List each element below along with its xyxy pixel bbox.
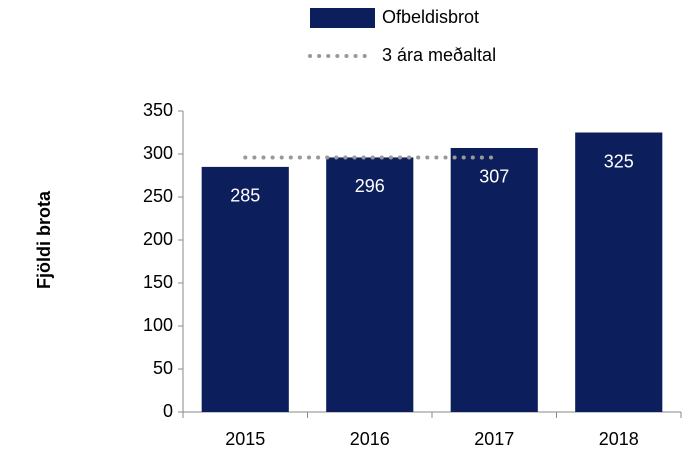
y-tick-label: 300 [143,143,173,163]
bar [450,147,538,413]
y-tick-label: 250 [143,186,173,206]
legend-label: 3 ára meðaltal [382,45,496,65]
data-label: 296 [355,176,385,196]
y-tick-label: 50 [153,358,173,378]
y-tick-label: 100 [143,315,173,335]
bar [575,132,663,412]
x-tick-label: 2016 [350,429,390,449]
y-tick-label: 350 [143,100,173,120]
y-tick-label: 150 [143,272,173,292]
legend-label: Ofbeldisbrot [382,7,479,27]
y-tick-label: 0 [163,401,173,421]
bar [326,157,414,412]
bar [201,166,289,412]
legend-swatch [310,8,375,28]
y-axis-label: Fjöldi brota [34,190,54,289]
data-label: 285 [230,186,260,206]
x-tick-label: 2015 [225,429,265,449]
y-tick-label: 200 [143,229,173,249]
data-label: 325 [604,151,634,171]
x-tick-label: 2017 [474,429,514,449]
x-tick-label: 2018 [599,429,639,449]
data-label: 307 [479,167,509,187]
